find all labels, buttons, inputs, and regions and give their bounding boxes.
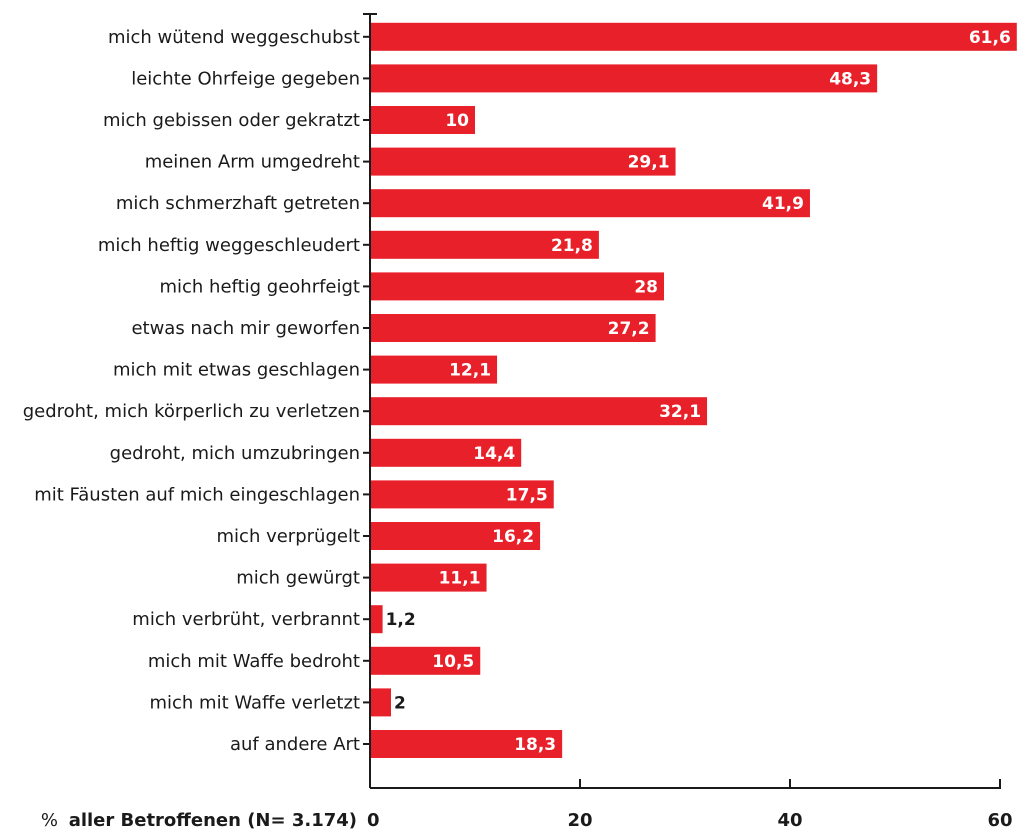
value-label: 32,1 <box>659 402 701 422</box>
value-label: 11,1 <box>439 569 481 589</box>
value-label: 17,5 <box>506 485 548 505</box>
category-label: meinen Arm umgedreht <box>145 152 360 173</box>
bar <box>370 688 391 717</box>
axes: 0 20 40 60 <box>363 13 1013 831</box>
value-label: 61,6 <box>969 28 1011 48</box>
category-label: mich wütend weggeschubst <box>108 27 360 48</box>
x-axis-title-text: aller Betroffenen (N= 3.174) <box>69 810 357 831</box>
value-label: 28 <box>634 277 658 297</box>
bar <box>370 522 541 550</box>
category-label: mich schmerzhaft getreten <box>116 193 360 214</box>
category-label: gedroht, mich umzubringen <box>110 443 360 464</box>
bar <box>370 189 810 218</box>
value-label: 18,3 <box>514 735 556 755</box>
category-label: mich gewürgt <box>236 568 360 589</box>
bar <box>370 730 563 758</box>
bar <box>370 64 878 93</box>
category-label: etwas nach mir geworfen <box>131 318 360 339</box>
bar <box>370 22 1017 51</box>
x-tick-label: 40 <box>777 810 802 831</box>
value-label: 29,1 <box>628 153 670 173</box>
bars-layer: 61,6 48,3 10 29,1 41,9 21,8 28 27,2 12,1 32,1 14,4… <box>370 22 1017 758</box>
category-label: leichte Ohrfeige gegeben <box>131 68 360 89</box>
bar <box>370 106 475 134</box>
category-label: mich verprügelt <box>217 526 360 547</box>
category-labels: mich wütend weggeschubst leichte Ohrfeige… <box>23 27 360 755</box>
bar <box>370 438 522 467</box>
category-label: mich heftig weggeschleudert <box>98 235 360 256</box>
value-label: 27,2 <box>608 319 650 339</box>
value-label: 10,5 <box>432 652 474 672</box>
bar <box>370 314 656 342</box>
bar <box>370 147 676 176</box>
x-axis-title-prefix: % <box>41 810 58 831</box>
category-label: mich mit Waffe bedroht <box>148 651 360 672</box>
bar <box>370 563 487 592</box>
value-label: 2 <box>394 693 406 713</box>
bar <box>370 646 481 675</box>
category-label: mich heftig geohrfeigt <box>160 276 361 297</box>
category-label: mit Fäusten auf mich eingeschlagen <box>34 484 360 505</box>
category-label: mich verbrüht, verbrannt <box>132 609 360 630</box>
value-label: 41,9 <box>762 194 804 214</box>
bar <box>370 397 708 426</box>
x-tick-label: 60 <box>987 810 1012 831</box>
x-tick-label: 20 <box>567 810 592 831</box>
category-label: mich gebissen oder gekratzt <box>103 110 360 131</box>
category-label: auf andere Art <box>230 734 360 755</box>
category-label: gedroht, mich körperlich zu verletzen <box>23 401 360 422</box>
x-tick-label: 0 <box>367 810 380 831</box>
value-label: 1,2 <box>386 610 416 630</box>
bar <box>370 605 383 634</box>
bar <box>370 355 498 384</box>
value-label: 14,4 <box>473 444 515 464</box>
value-label: 21,8 <box>551 236 593 256</box>
value-label: 10 <box>445 111 469 131</box>
bar <box>370 272 664 301</box>
bar <box>370 230 599 259</box>
bar <box>370 480 554 509</box>
value-label: 12,1 <box>449 361 491 381</box>
category-label: mich mit etwas geschlagen <box>113 360 360 381</box>
value-label: 48,3 <box>829 69 871 89</box>
value-label: 16,2 <box>492 527 534 547</box>
x-axis-title: % aller Betroffenen (N= 3.174) <box>41 810 357 831</box>
category-label: mich mit Waffe verletzt <box>149 692 360 713</box>
